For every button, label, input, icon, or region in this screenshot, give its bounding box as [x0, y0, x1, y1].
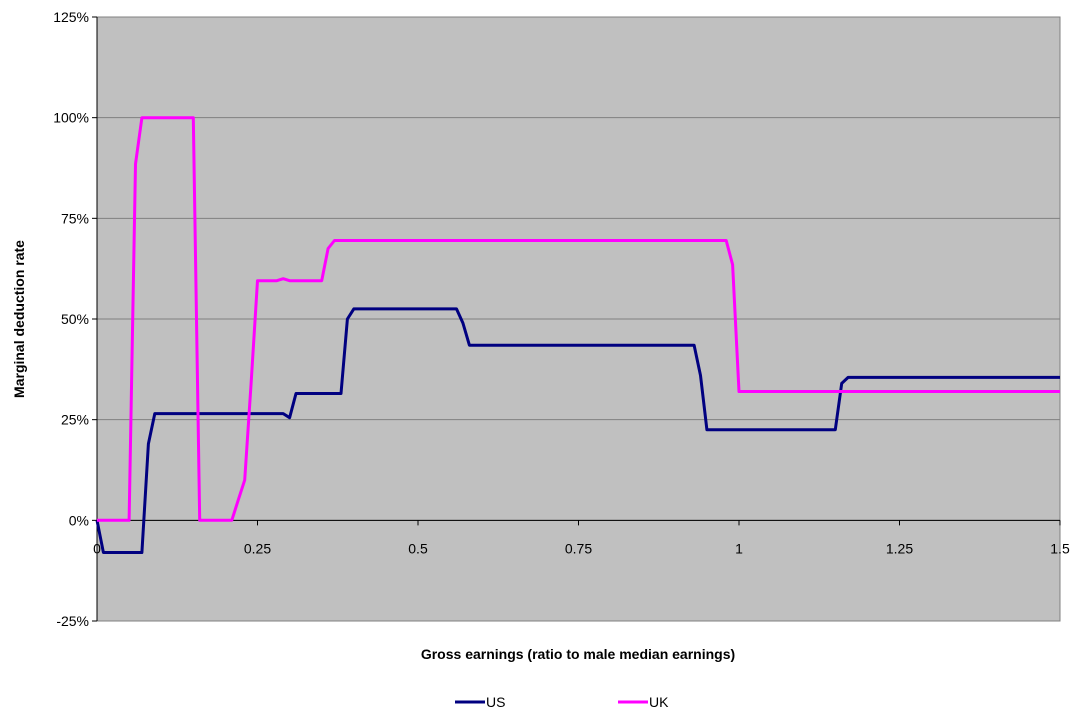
y-tick-label-0: -25%	[56, 613, 89, 629]
x-tick-label-3: 0.75	[565, 540, 592, 556]
legend: US UK	[455, 694, 669, 710]
y-tick-label-1: 0%	[69, 512, 89, 528]
tick-labels: -25% 0% 25% 50% 75% 100% 125% 0 0.25 0.5 0.75 1 1.25…	[53, 9, 1070, 629]
x-tick-label-2: 0.5	[408, 540, 428, 556]
legend-item-uk: UK	[618, 694, 669, 710]
y-tick-label-3: 50%	[61, 311, 89, 327]
x-axis-title: Gross earnings (ratio to male median ear…	[421, 646, 735, 662]
legend-label-us: US	[486, 694, 505, 710]
x-tick-label-1: 0.25	[244, 540, 271, 556]
y-tick-label-4: 75%	[61, 210, 89, 226]
legend-item-us: US	[455, 694, 505, 710]
x-tick-label-5: 1.25	[886, 540, 913, 556]
y-axis-title: Marginal deduction rate	[11, 240, 27, 398]
x-tick-label-0: 0	[93, 540, 101, 556]
series-layer	[95, 116, 1060, 554]
x-tick-label-6: 1.5	[1050, 540, 1070, 556]
y-tick-label-5: 100%	[53, 110, 89, 126]
legend-label-uk: UK	[649, 694, 669, 710]
y-tick-label-2: 25%	[61, 412, 89, 428]
series-line-us	[95, 307, 1060, 554]
x-tick-label-4: 1	[735, 540, 743, 556]
y-tick-label-6: 125%	[53, 9, 89, 25]
series-line-uk	[97, 116, 1060, 522]
